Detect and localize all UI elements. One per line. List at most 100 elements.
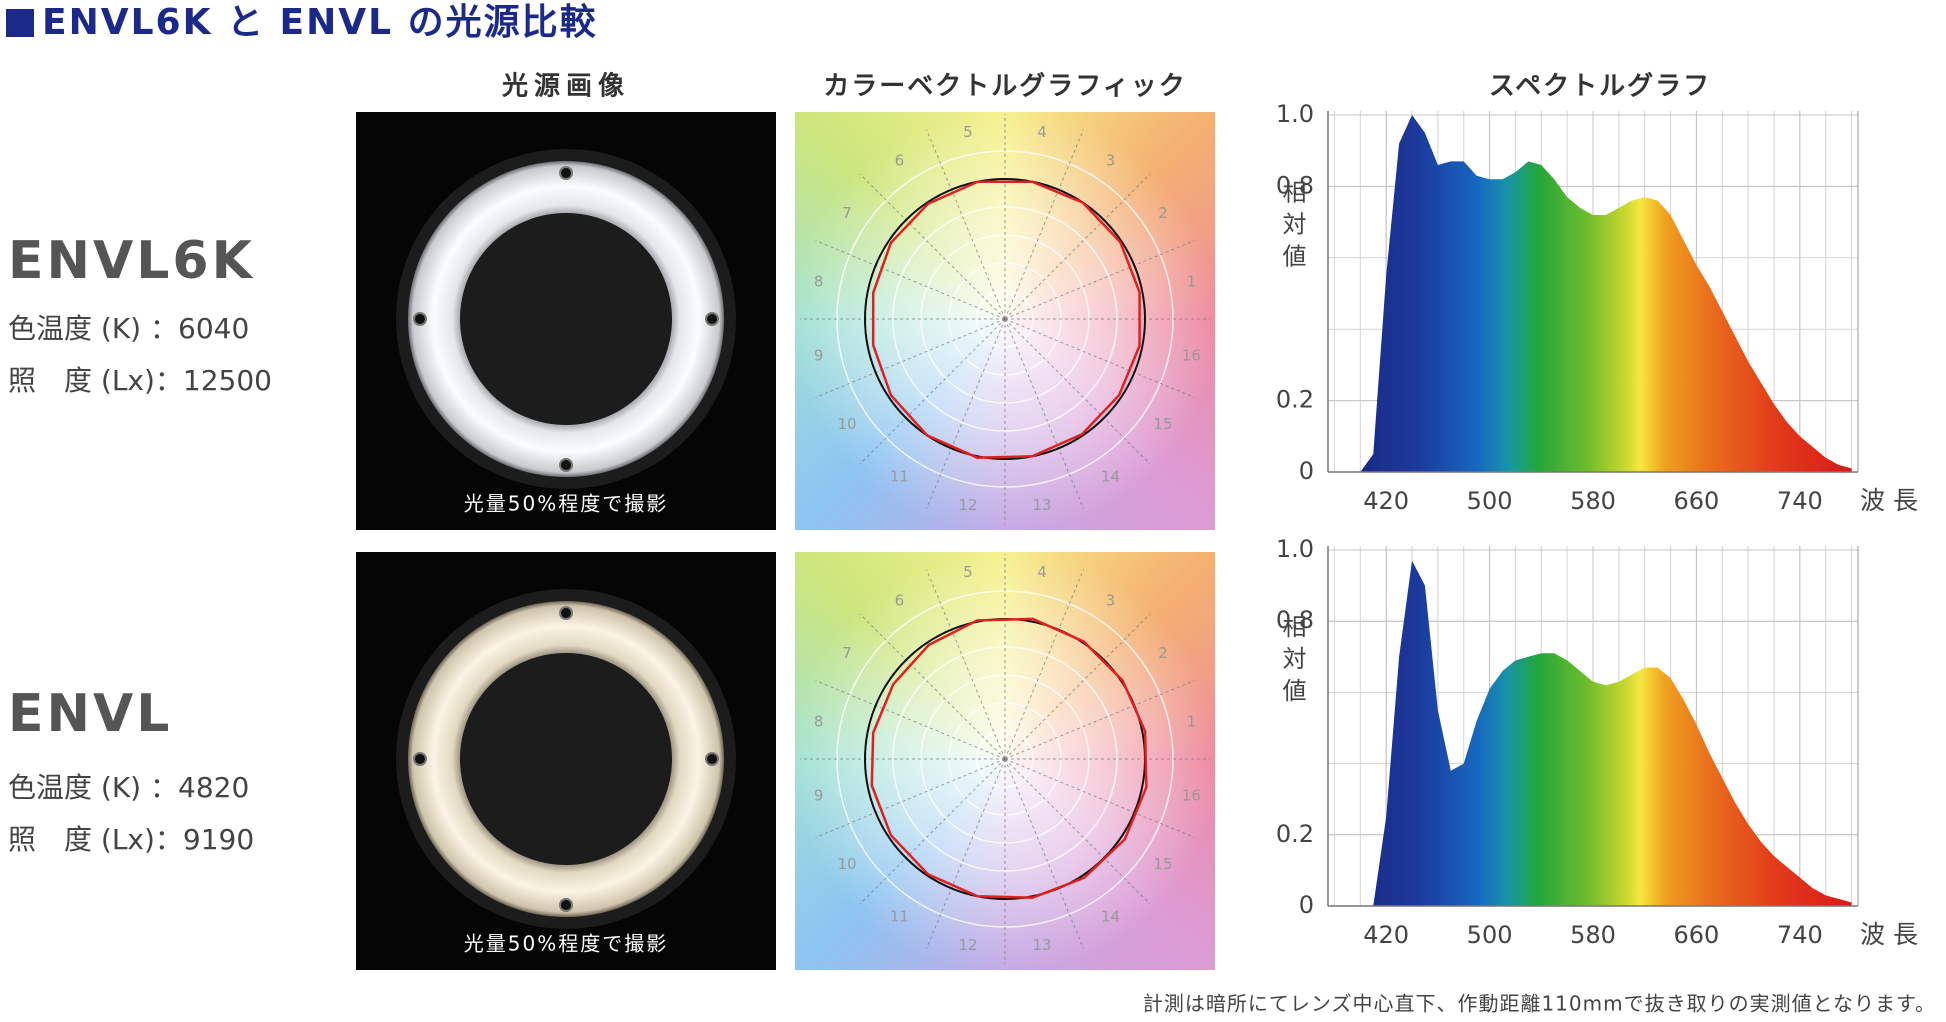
photo-caption: 光量50%程度で撮影 (464, 492, 668, 516)
spectrum-area (1360, 560, 1852, 906)
spoke (926, 569, 1006, 760)
y-tick-label: 0.2 (1276, 820, 1314, 848)
x-tick-label: 740 (1777, 487, 1823, 515)
spoke (926, 129, 1006, 320)
spoke (1004, 173, 1151, 320)
hue-label: 13 (1033, 496, 1052, 514)
column-header: カラーベクトルグラフィック (823, 72, 1186, 102)
hue-label: 7 (842, 204, 852, 222)
column-header: 光源画像 (501, 72, 630, 102)
x-tick-label: 420 (1363, 921, 1409, 949)
hue-label: 11 (890, 467, 909, 485)
screw (559, 898, 573, 912)
screw (705, 752, 719, 766)
illuminance: 照 度 (Lx)：9190 (8, 823, 254, 856)
hue-label: 14 (1101, 467, 1120, 485)
y-axis-label: 相対値 (1278, 179, 1306, 275)
screw (413, 312, 427, 326)
hue-label: 11 (890, 907, 909, 925)
hue-label: 2 (1158, 204, 1168, 222)
y-tick-label: 1.0 (1276, 535, 1314, 563)
screw (705, 312, 719, 326)
spoke (859, 318, 1006, 465)
spoke (926, 318, 1006, 509)
lamp-ring (408, 161, 724, 477)
spoke (859, 758, 1006, 905)
hue-label: 6 (895, 152, 905, 170)
spoke (1004, 758, 1151, 905)
spoke (815, 318, 1006, 398)
x-tick-label: 660 (1674, 921, 1720, 949)
radial-grid (976, 730, 1034, 788)
spoke (1004, 318, 1084, 509)
y-tick-label: 0.2 (1276, 386, 1314, 414)
spoke (1004, 240, 1195, 320)
product-name: ENVL6K (8, 231, 255, 291)
screw (559, 458, 573, 472)
y-tick-label: 0 (1299, 457, 1314, 485)
hue-label: 5 (963, 123, 973, 141)
spoke (815, 758, 1006, 838)
spoke (859, 173, 1006, 320)
spoke (1004, 758, 1084, 949)
spectrum-area (1360, 115, 1852, 472)
spoke (1004, 613, 1151, 760)
x-tick-label: 500 (1467, 921, 1513, 949)
x-axis-label: 波長 (1860, 486, 1926, 515)
hue-label: 9 (814, 347, 824, 365)
spoke (1004, 318, 1195, 398)
hue-label: 3 (1106, 592, 1116, 610)
hue-label: 5 (963, 563, 973, 581)
page-title: ENVL6K と ENVL の光源比較 (42, 2, 598, 43)
hue-label: 2 (1158, 644, 1168, 662)
hue-label: 7 (842, 644, 852, 662)
footnote: 計測は暗所にてレンズ中心直下、作動距離110mmで抜き取りの実測値となります。 (1143, 992, 1936, 1016)
hue-label: 8 (814, 272, 824, 290)
reference-circle (864, 178, 1146, 460)
y-tick-label: 0.8 (1276, 606, 1314, 634)
spoke (1004, 680, 1195, 760)
x-tick-label: 500 (1467, 487, 1513, 515)
hue-label: 10 (837, 415, 856, 433)
spoke (1004, 318, 1151, 465)
screw (559, 606, 573, 620)
hue-label: 6 (895, 592, 905, 610)
column-header: スペクトルグラフ (1489, 72, 1711, 102)
spoke (926, 758, 1006, 949)
hue-label: 16 (1182, 347, 1201, 365)
spoke (1004, 569, 1084, 760)
spoke (815, 240, 1006, 320)
color-temperature: 色温度 (K) ：6040 (8, 312, 249, 345)
hue-label: 14 (1101, 907, 1120, 925)
hue-label: 12 (958, 936, 977, 954)
spoke (1004, 129, 1084, 320)
hue-label: 10 (837, 855, 856, 873)
hue-label: 13 (1033, 936, 1052, 954)
hue-label: 12 (958, 496, 977, 514)
measured-vector (871, 180, 1141, 459)
spoke (859, 613, 1006, 760)
hue-label: 1 (1187, 712, 1197, 730)
x-axis-label: 波長 (1860, 920, 1926, 949)
radial-grid (976, 290, 1034, 348)
measured-vector (870, 617, 1148, 899)
spoke (815, 680, 1006, 760)
radial-grid (892, 206, 1118, 432)
y-tick-label: 0 (1299, 891, 1314, 919)
hue-label: 15 (1153, 415, 1172, 433)
hue-label: 3 (1106, 152, 1116, 170)
color-temperature: 色温度 (K) ：4820 (8, 771, 249, 804)
x-tick-label: 580 (1570, 487, 1616, 515)
title-marker (6, 9, 34, 37)
hue-label: 4 (1037, 123, 1047, 141)
x-tick-label: 580 (1570, 921, 1616, 949)
product-name: ENVL (8, 684, 172, 744)
hue-label: 4 (1037, 563, 1047, 581)
screw (413, 752, 427, 766)
x-tick-label: 740 (1777, 921, 1823, 949)
radial-grid (892, 646, 1118, 872)
illuminance: 照 度 (Lx)：12500 (8, 364, 272, 397)
y-axis-label: 相対値 (1278, 614, 1306, 710)
